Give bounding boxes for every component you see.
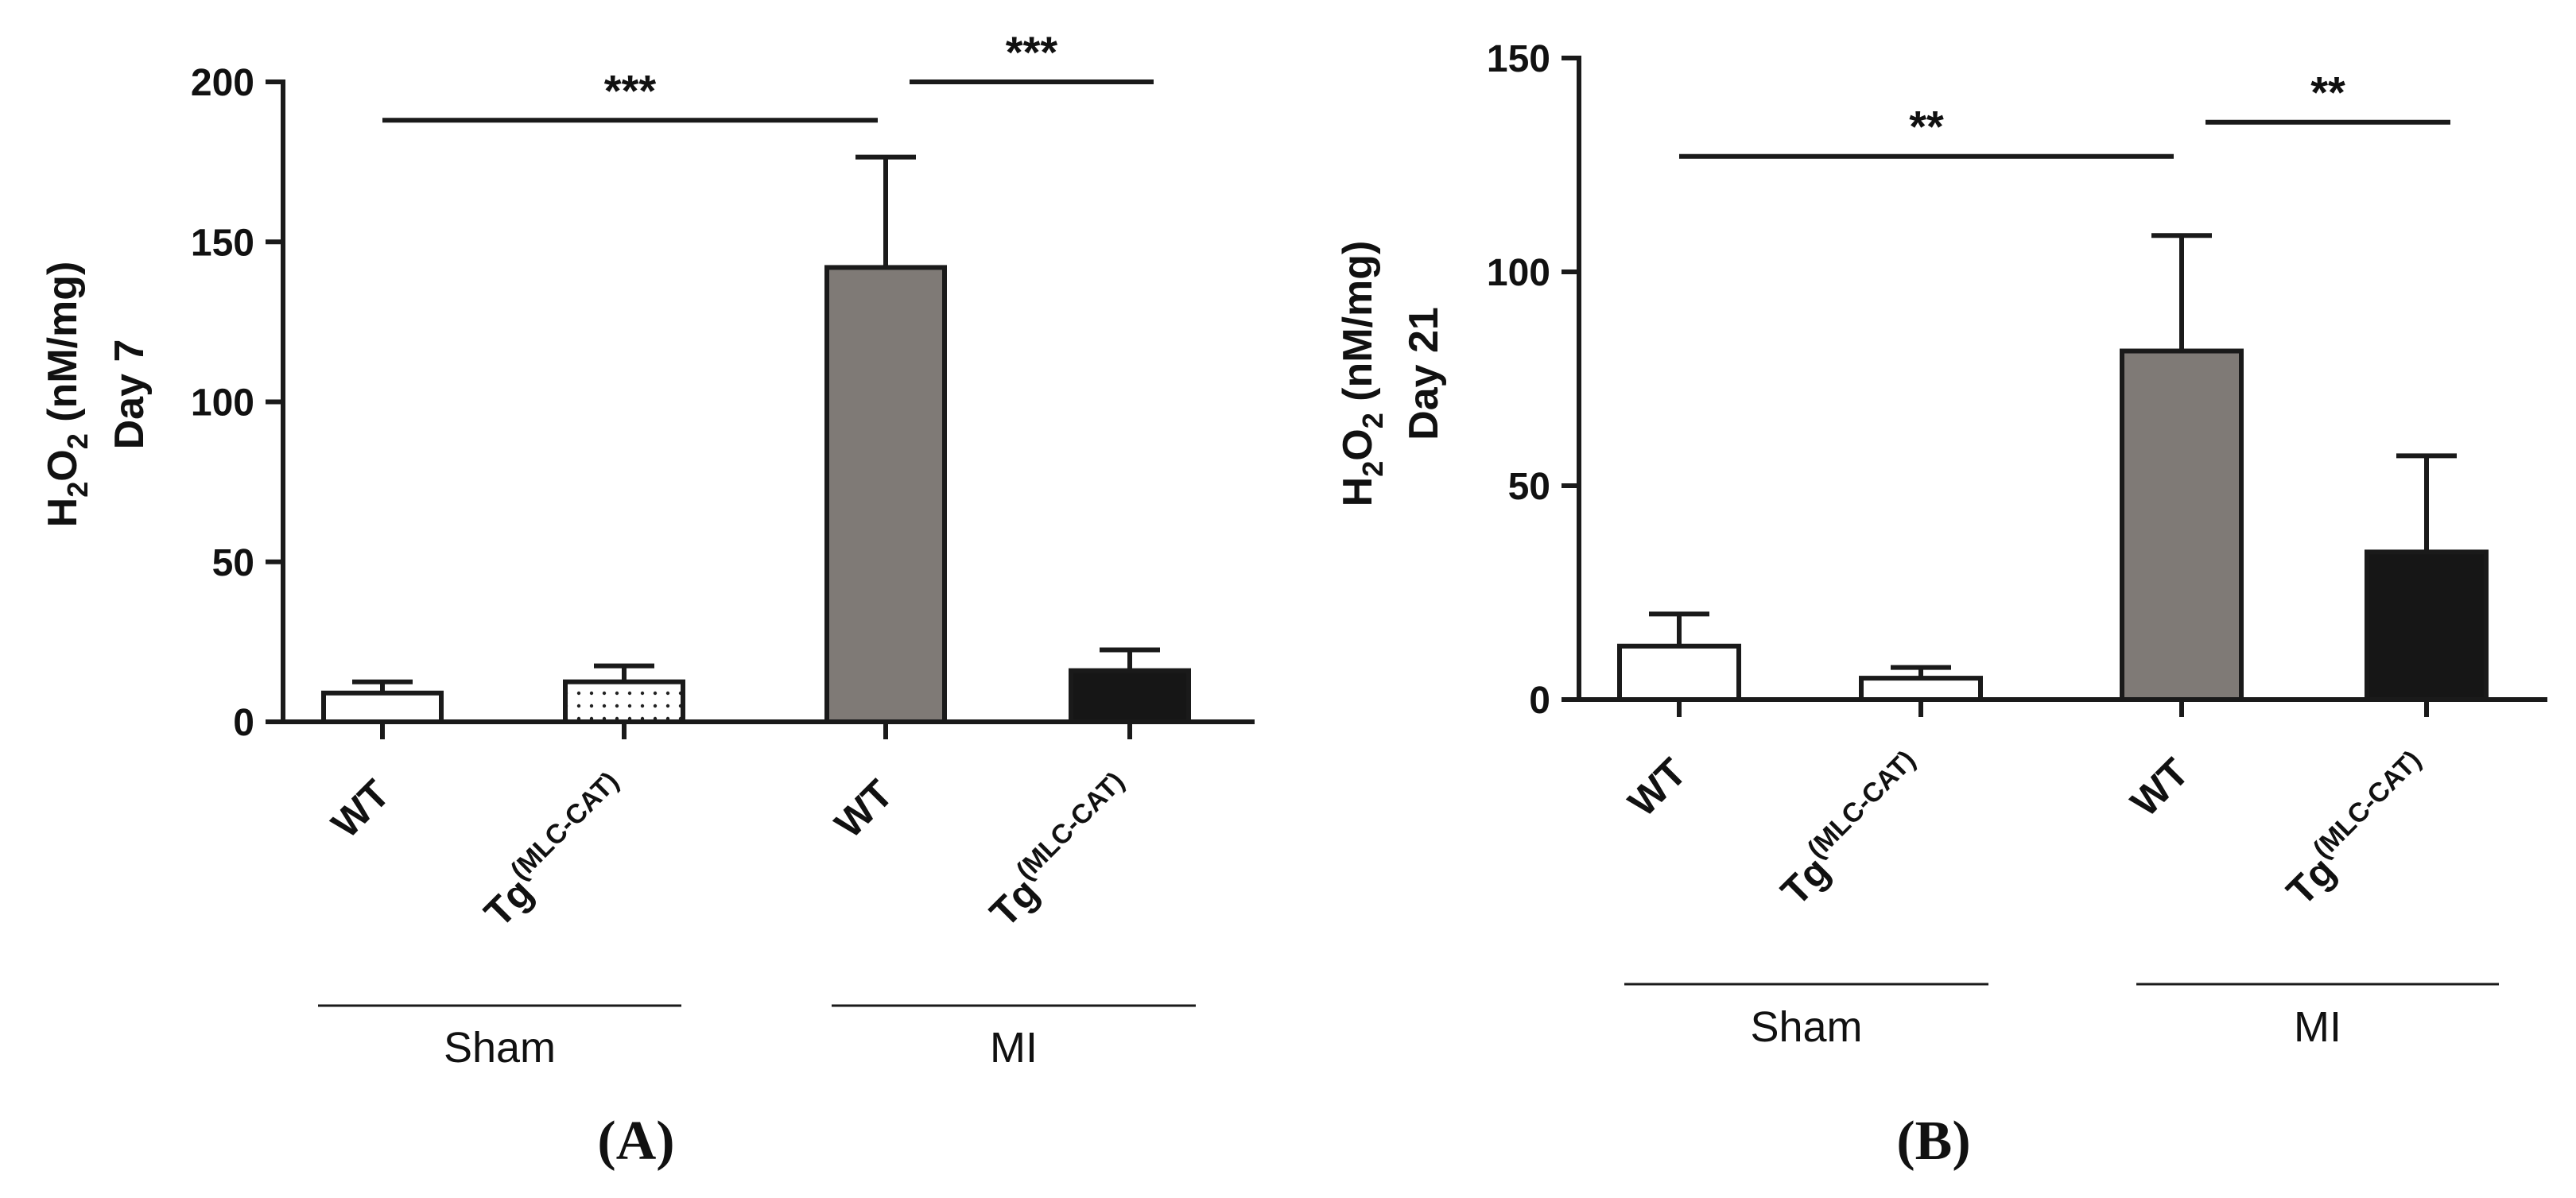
x-tick-label-3: WT <box>2122 750 2198 825</box>
x-tick-label-2: Tg(MLC-CAT) <box>1767 745 1937 914</box>
y-axis-title-sub2: 2 <box>61 433 94 449</box>
group-label-sham: Sham <box>444 1024 556 1072</box>
y-tick-label-0: 0 <box>1529 680 1550 722</box>
bar-3 <box>2120 348 2244 702</box>
y-axis-title: H2O2 (nM/mg) <box>40 262 94 528</box>
group-label-sham: Sham <box>1750 1003 1862 1051</box>
y-axis-title: H2O2 (nM/mg) <box>1335 241 1389 507</box>
y-tick-label-50: 50 <box>212 542 254 584</box>
chart-panel-b: 0 50 100 150 WT Tg(MLC-CAT) WT Tg(MLC-CAT) Sham M… <box>1335 38 2547 1172</box>
y-axis-title-o: O <box>40 449 86 481</box>
chart-panel-a: 0 50 100 150 200 WT Tg(MLC-CAT) WT Tg(MLC-CAT) Sh… <box>40 27 1255 1172</box>
y-axis-title-line2: Day 7 <box>107 339 153 450</box>
category-label-main: WT <box>1620 750 1695 825</box>
y-axis-title-o: O <box>1335 428 1381 460</box>
group-label-mi: MI <box>990 1024 1038 1072</box>
bar-1 <box>321 690 444 725</box>
x-tick-label-4: Tg(MLC-CAT) <box>2273 745 2442 914</box>
bar-3 <box>824 265 947 724</box>
y-axis-title-unit: (nM/mg) <box>1335 241 1381 413</box>
panel-label: (B) <box>1896 1111 1970 1172</box>
significance-label-1: ** <box>1909 102 1944 152</box>
group-label-mi: MI <box>2294 1003 2341 1051</box>
y-axis-title-sub2: 2 <box>1356 413 1389 428</box>
significance-label-2: *** <box>1006 27 1058 77</box>
category-label-main: WT <box>826 771 902 847</box>
category-label-superscript: (MLC-CAT) <box>1802 745 1922 865</box>
y-axis-title-unit: (nM/mg) <box>40 262 86 434</box>
y-axis-title-h: H <box>40 498 86 528</box>
category-label-superscript: (MLC-CAT) <box>505 766 625 886</box>
significance-label-1: *** <box>604 65 657 115</box>
y-axis-title-sub1: 2 <box>61 482 94 498</box>
category-label-main: WT <box>2122 750 2198 825</box>
y-tick-label-150: 150 <box>191 222 254 264</box>
y-tick-label-50: 50 <box>1508 466 1550 508</box>
x-tick-label-1: WT <box>323 771 398 847</box>
x-tick-label-2: Tg(MLC-CAT) <box>471 766 640 936</box>
panel-label: (A) <box>597 1111 674 1172</box>
significance-label-2: ** <box>2310 68 2345 118</box>
y-axis-title-h: H <box>1335 477 1381 507</box>
category-label-superscript: (MLC-CAT) <box>2307 745 2427 865</box>
y-axis-title-sub1: 2 <box>1356 461 1389 477</box>
x-tick-label-1: WT <box>1620 750 1695 825</box>
y-tick-label-100: 100 <box>1487 252 1550 294</box>
bar-1 <box>1617 643 1741 702</box>
y-tick-label-100: 100 <box>191 382 254 425</box>
category-label-superscript: (MLC-CAT) <box>1011 766 1131 886</box>
bar-2 <box>563 679 685 724</box>
y-tick-label-0: 0 <box>233 702 254 744</box>
y-tick-label-150: 150 <box>1487 38 1550 80</box>
bar-2 <box>1859 676 1983 702</box>
category-label-main: WT <box>323 771 398 847</box>
bar-4 <box>1069 668 1191 724</box>
x-tick-label-4: Tg(MLC-CAT) <box>976 766 1146 936</box>
y-axis-title-line2: Day 21 <box>1401 307 1447 440</box>
x-tick-label-3: WT <box>826 771 902 847</box>
bar-4 <box>2365 549 2489 703</box>
y-tick-label-200: 200 <box>191 62 254 104</box>
